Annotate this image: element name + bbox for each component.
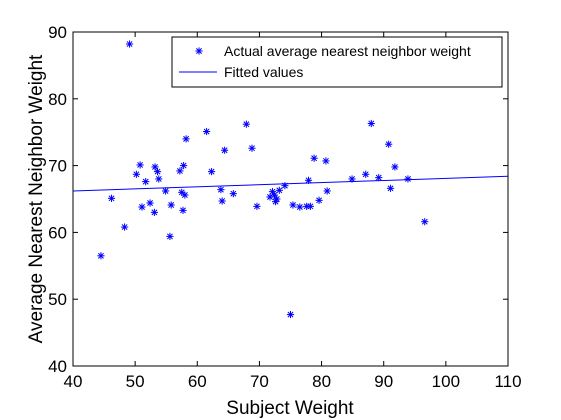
scatter-point [218, 197, 226, 205]
legend: Actual average nearest neighbor weight Fi… [171, 36, 503, 88]
scatter-point [348, 175, 356, 183]
scatter-point [404, 175, 412, 183]
y-tick-label: 50 [48, 290, 67, 309]
scatter-point [310, 154, 318, 162]
scatter-point [138, 203, 146, 211]
legend-label-fitted: Fitted values [224, 64, 303, 80]
scatter-point [179, 206, 187, 214]
scatter-point [306, 202, 314, 210]
scatter-point [315, 196, 323, 204]
y-tick-label: 70 [48, 157, 67, 176]
scatter-point [273, 195, 281, 203]
scatter-point [248, 144, 256, 152]
fitted-values-line [73, 175, 508, 192]
y-tick-label: 40 [48, 357, 67, 376]
legend-marker-actual [195, 47, 203, 55]
scatter-point [132, 170, 140, 178]
scatter-point [367, 119, 375, 128]
scatter-point [229, 190, 237, 198]
scatter-point [421, 218, 429, 226]
scatter-point [275, 186, 283, 194]
scatter-point [281, 182, 289, 190]
scatter-point [391, 163, 399, 171]
scatter-point [286, 310, 295, 319]
scatter-point [180, 162, 188, 170]
scatter-point [161, 187, 170, 195]
y-tick-label: 60 [48, 223, 67, 242]
x-axis-label: Subject Weight [226, 398, 354, 419]
scatter-point [120, 223, 129, 231]
scatter-point [253, 202, 261, 210]
scatter-point [217, 186, 225, 194]
y-axis-label: Average Nearest Neighbor Weight [26, 54, 47, 343]
scatter-point [322, 157, 330, 165]
scatter-point [385, 140, 393, 148]
scatter-point [142, 178, 150, 186]
scatter-point [97, 252, 105, 260]
x-tick-label: 80 [312, 372, 331, 391]
scatter-point [176, 167, 184, 175]
scatter-point [221, 146, 229, 154]
scatter-point [155, 175, 163, 183]
scatter-point [242, 120, 250, 128]
scatter-point [203, 127, 211, 136]
scatter-point [150, 208, 159, 216]
x-tick-label: 90 [374, 372, 393, 391]
x-tick-label: 60 [188, 372, 207, 391]
scatter-point [146, 199, 154, 207]
scatter-point [323, 187, 331, 195]
scatter-point [136, 161, 144, 169]
scatter-point [167, 201, 175, 209]
x-tick-label: 50 [126, 372, 145, 391]
scatter-point [207, 168, 216, 176]
x-tick-label: 100 [432, 372, 460, 391]
scatter-point [270, 191, 278, 199]
scatter-point [304, 176, 313, 184]
scatter-point [386, 184, 395, 192]
x-tick-label: 70 [250, 372, 269, 391]
legend-label-actual: Actual average nearest neighbor weight [224, 43, 471, 59]
scatter-point [375, 174, 383, 182]
x-tick-label: 40 [64, 372, 83, 391]
scatter-point [153, 168, 162, 176]
scatter-point [181, 191, 189, 199]
y-tick-label: 90 [48, 23, 67, 42]
scatter-point [107, 194, 116, 202]
scatter-point [296, 203, 304, 211]
axes: 40 50 60 70 80 90 100 110 40 50 60 70 80 90 [48, 23, 521, 391]
scatter-point [125, 40, 134, 48]
axes-box [72, 31, 509, 367]
x-tick-label: 110 [494, 372, 521, 391]
plot-area [73, 40, 508, 319]
scatter-point [289, 201, 297, 209]
scatter-point [182, 135, 190, 143]
scatter-point [166, 232, 174, 241]
legend-box [171, 36, 503, 88]
scatter-point [362, 170, 370, 178]
y-tick-label: 80 [48, 90, 67, 109]
